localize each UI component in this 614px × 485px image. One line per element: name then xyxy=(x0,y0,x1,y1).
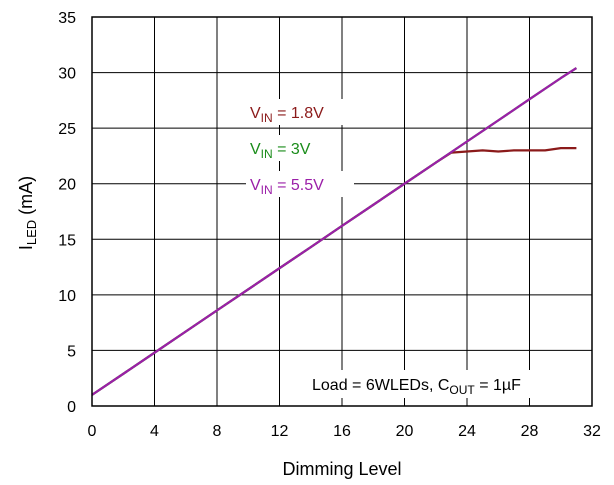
series-lines xyxy=(91,67,577,396)
legend-3-suffix: = 5.5V xyxy=(273,177,324,194)
y-tick-label-0: 0 xyxy=(67,399,76,416)
y-tick-label-7: 35 xyxy=(58,10,76,27)
annotation-text: Load = 6WLEDs, COUT = 1µF xyxy=(312,377,521,397)
legend-label-1: VIN = 1.8V xyxy=(250,105,324,125)
legend-label-3: VIN = 5.5V xyxy=(250,177,324,197)
y-tick-labels: 0 5 10 15 20 25 30 35 xyxy=(58,10,76,416)
y-tick-label-3: 15 xyxy=(58,232,76,249)
annotation-suffix: = 1µF xyxy=(475,377,521,394)
x-tick-label-0: 0 xyxy=(88,423,97,440)
x-tick-label-7: 28 xyxy=(521,423,539,440)
load-annotation: Load = 6WLEDs, COUT = 1µF xyxy=(306,370,578,398)
legend: VIN = 1.8V VIN = 3V VIN = 5.5V xyxy=(246,99,354,197)
x-tick-label-3: 12 xyxy=(271,423,289,440)
series-line-2 xyxy=(91,67,577,396)
x-tick-labels: 0 4 8 12 16 20 24 28 32 xyxy=(88,423,601,440)
x-tick-label-4: 16 xyxy=(333,423,351,440)
legend-3-main: V xyxy=(250,177,261,194)
y-axis-title-main: I xyxy=(16,245,36,250)
legend-2-suffix: = 3V xyxy=(273,141,311,158)
y-axis-title-suffix: (mA) xyxy=(16,176,36,220)
legend-3-sub: IN xyxy=(261,183,273,197)
x-tick-label-2: 8 xyxy=(213,423,222,440)
legend-1-suffix: = 1.8V xyxy=(273,105,324,122)
legend-bg-3 xyxy=(246,171,354,197)
y-axis-title: ILED (mA) xyxy=(16,176,39,250)
legend-bg-2 xyxy=(246,135,336,161)
legend-1-main: V xyxy=(250,105,261,122)
x-tick-label-1: 4 xyxy=(150,423,159,440)
legend-2-sub: IN xyxy=(261,147,273,161)
grid xyxy=(91,16,593,407)
annotation-sub: OUT xyxy=(449,383,475,397)
annotation-main: Load = 6WLEDs, C xyxy=(312,377,449,394)
x-tick-label-6: 24 xyxy=(458,423,476,440)
x-axis-title: Dimming Level xyxy=(282,459,401,479)
x-tick-label-8: 32 xyxy=(583,423,601,440)
y-tick-label-6: 30 xyxy=(58,66,76,83)
y-tick-label-5: 25 xyxy=(58,121,76,138)
plot-frame xyxy=(91,16,593,407)
x-tick-label-5: 20 xyxy=(396,423,414,440)
y-tick-label-4: 20 xyxy=(58,177,76,194)
legend-1-sub: IN xyxy=(261,111,273,125)
legend-bg-1 xyxy=(246,99,352,125)
legend-2-main: V xyxy=(250,141,261,158)
legend-label-2: VIN = 3V xyxy=(250,141,311,161)
annotation-bg xyxy=(306,370,578,398)
y-tick-label-2: 10 xyxy=(58,288,76,305)
y-axis-title-sub: LED xyxy=(24,220,39,245)
y-tick-label-1: 5 xyxy=(67,343,76,360)
